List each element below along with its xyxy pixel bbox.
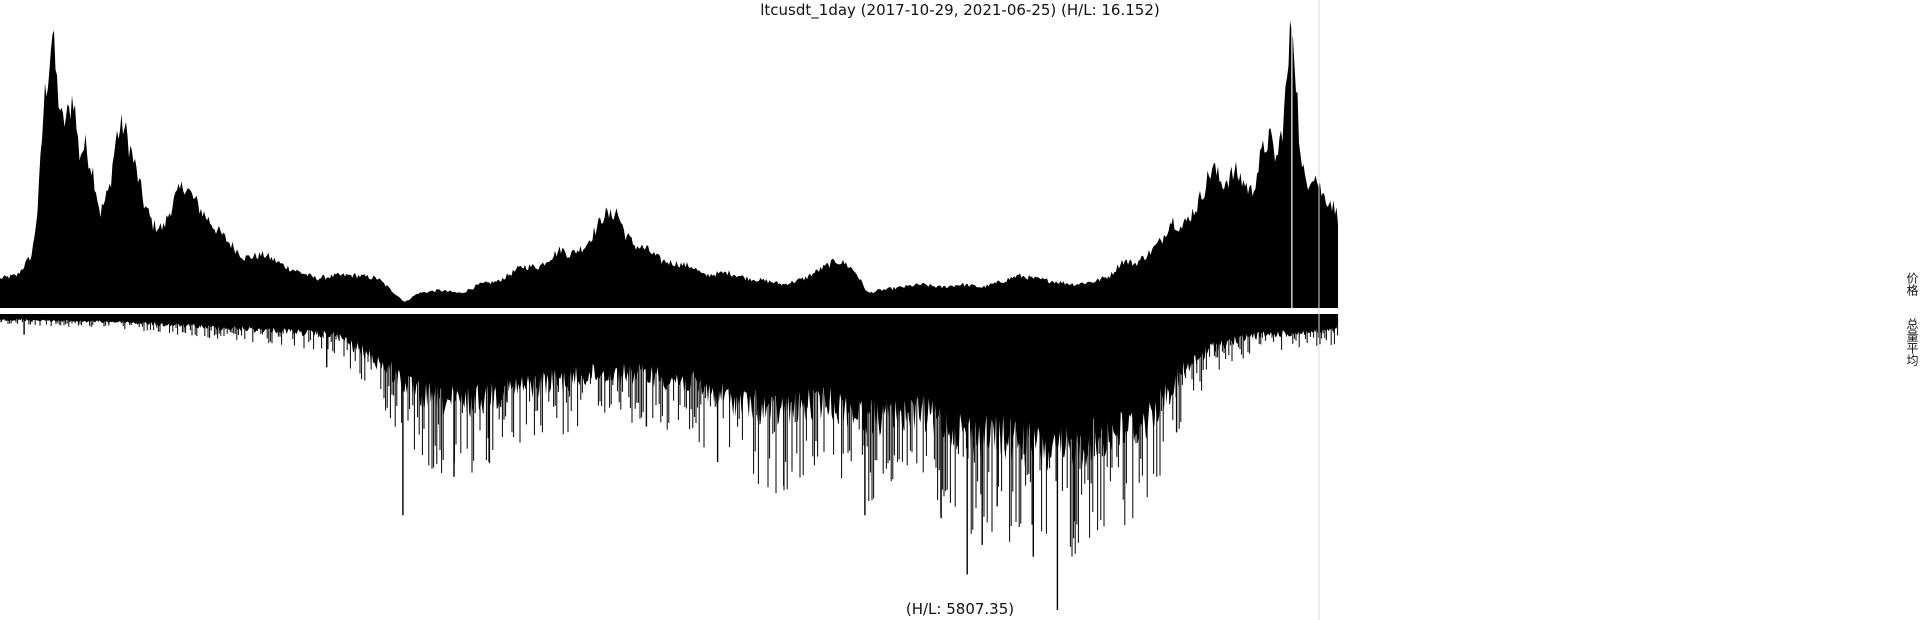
volume-body: [0, 314, 1338, 472]
volume-caption: (H/L: 5807.35): [905, 600, 1015, 618]
volume-series: [0, 314, 1339, 610]
legend-volume-label: 总量平均: [1905, 318, 1919, 366]
price-area: [0, 20, 1338, 308]
chart-title: ltcusdt_1day (2017-10-29, 2021-06-25) (H…: [760, 1, 1160, 19]
legend-price-label: 价格: [1905, 272, 1919, 296]
price-series: [0, 8, 1338, 308]
